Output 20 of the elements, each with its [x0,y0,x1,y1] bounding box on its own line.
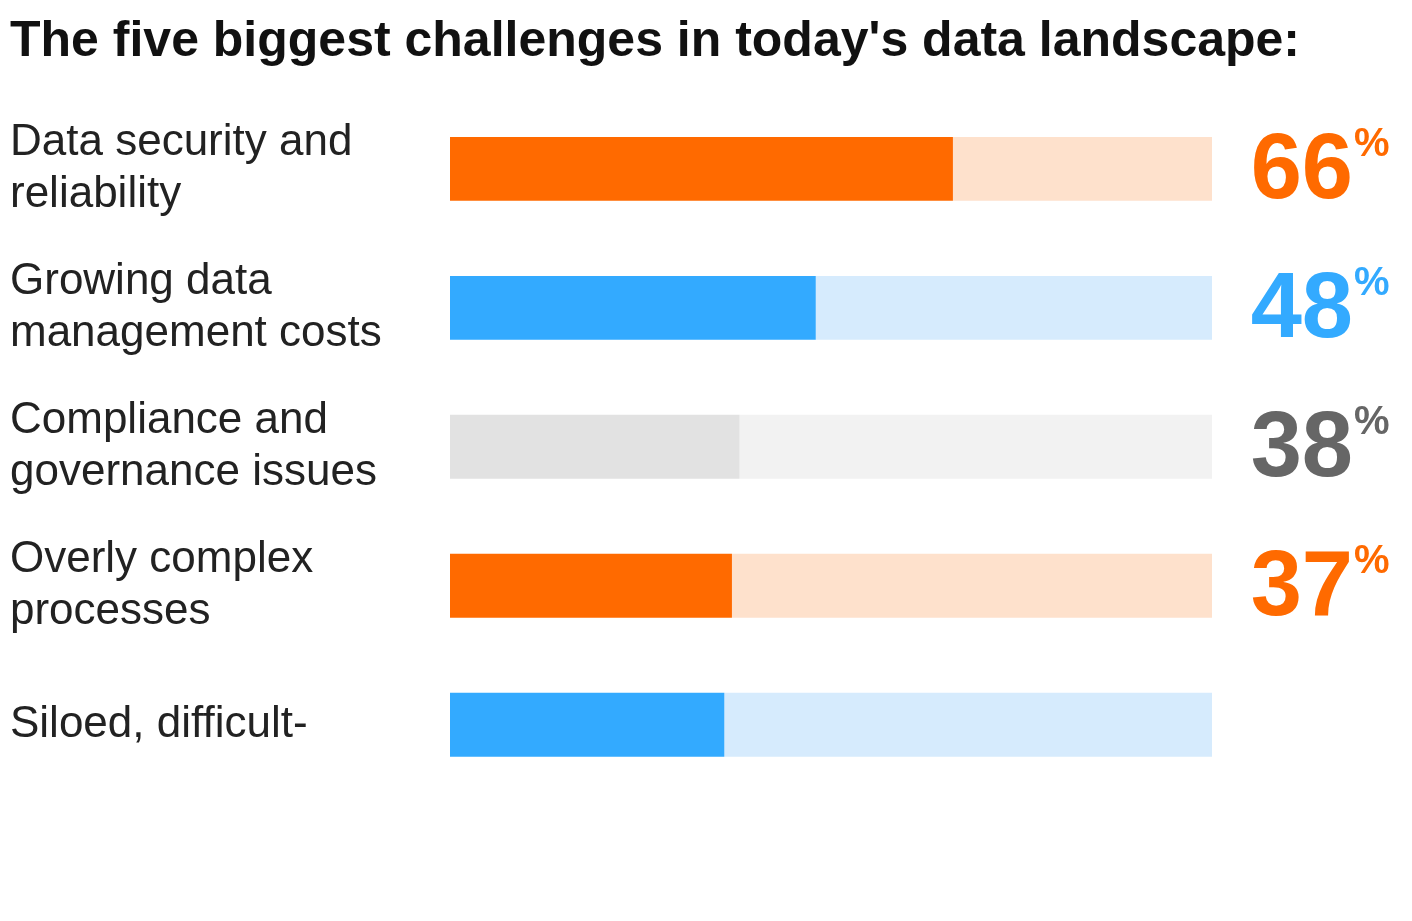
data-label: 66% [1250,115,1390,218]
bar [450,136,953,201]
bar [731,553,1212,618]
bar [450,275,816,340]
y-tick-label: Compliance and governance issues [10,392,377,495]
chart-title: The five biggest challenges in today's data landscape: [9,10,1301,69]
y-tick-label: Siloed, difficult- [10,696,308,746]
y-tick-label: Data security and reliability [10,114,353,217]
data-label: 37% [1250,532,1390,635]
bar [815,275,1212,340]
bar [724,692,1212,757]
y-tick-label: Growing data management costs [10,253,382,356]
bar [450,553,732,618]
bar [450,414,740,479]
y-tick-label: Overly complex processes [10,531,314,634]
bar [739,414,1212,479]
data-label: 38% [1250,393,1390,496]
bar [450,692,725,757]
data-label: 48% [1250,254,1390,357]
bar [952,136,1212,201]
